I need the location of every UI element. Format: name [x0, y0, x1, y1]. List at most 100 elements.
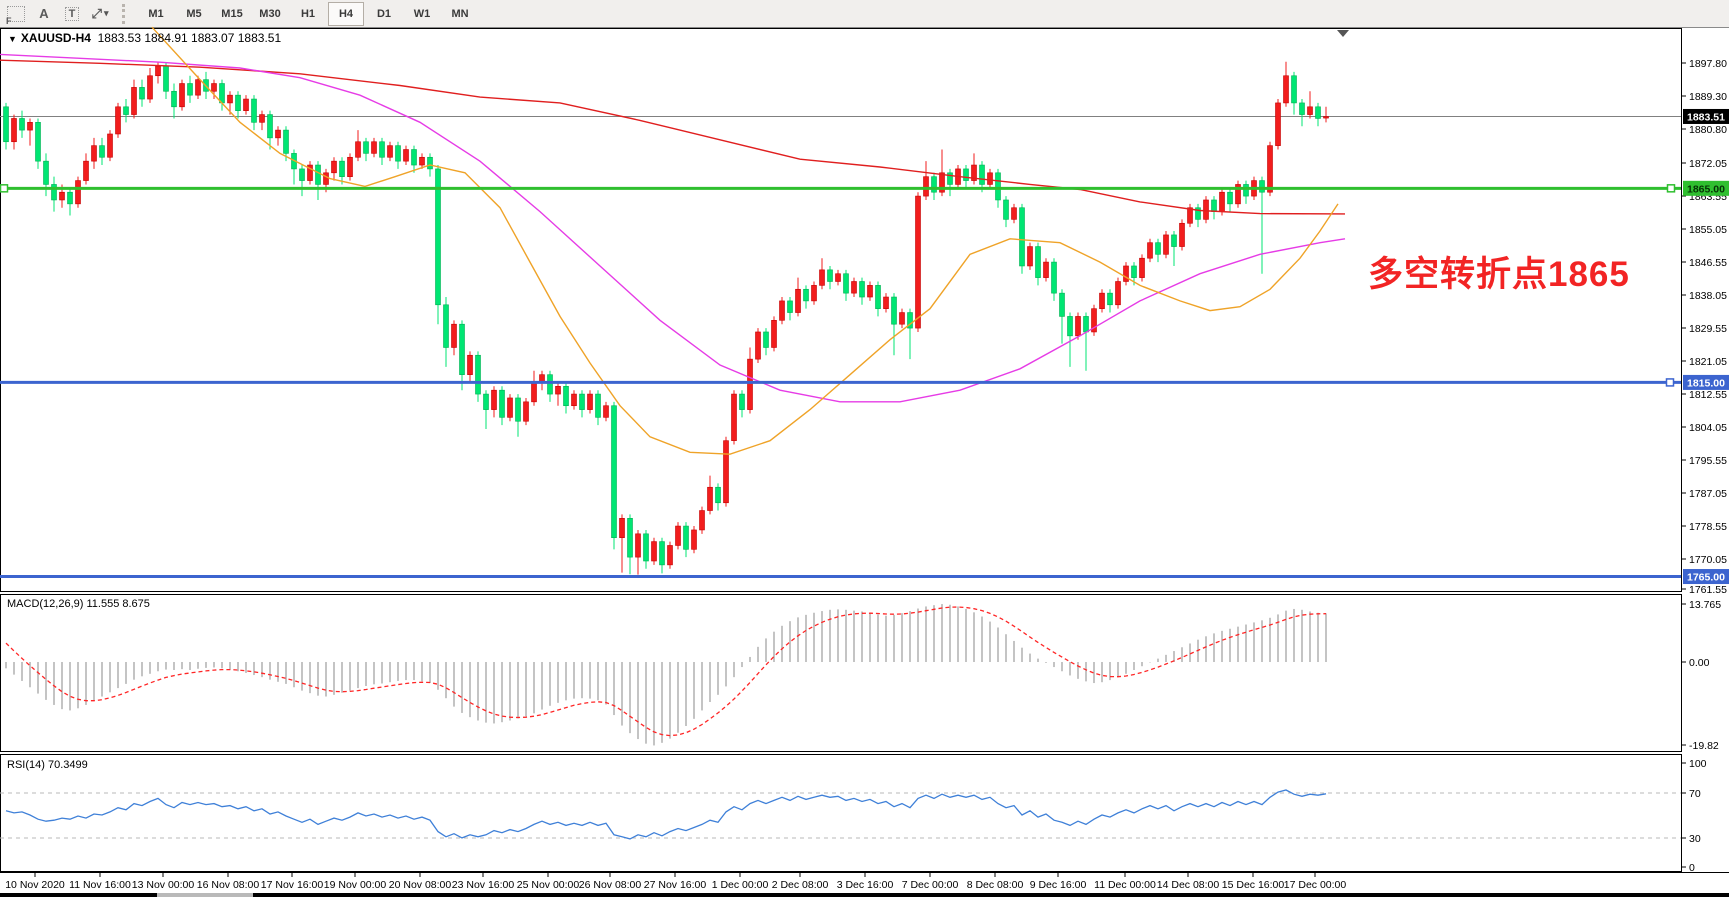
candle: [971, 164, 977, 181]
timeframe-button-W1[interactable]: W1: [413, 7, 431, 20]
candle: [11, 118, 17, 143]
timeframe-button-M30[interactable]: M30: [259, 7, 281, 20]
rsi-value: 70.3499: [47, 759, 88, 771]
date-tick-label: 19 Nov 00:00: [324, 879, 387, 891]
price-tick-label: 1889.30: [1689, 91, 1727, 103]
candle: [107, 133, 113, 158]
rsi-line: [5, 789, 1327, 840]
candle: [867, 285, 873, 298]
candle: [187, 83, 193, 96]
candle: [371, 141, 377, 154]
date-tick-label: 25 Nov 00:00: [517, 879, 580, 891]
macd-name: MACD(12,26,9): [7, 598, 84, 610]
candle: [99, 145, 105, 158]
candle: [731, 393, 737, 441]
candle: [1163, 234, 1169, 255]
timeframe-button-D1[interactable]: D1: [376, 7, 392, 20]
candle: [795, 288, 801, 313]
candle: [1123, 265, 1129, 282]
macd-tick-label: -19.82: [1689, 740, 1719, 752]
chart-shift-marker-icon[interactable]: [1337, 30, 1349, 37]
text-label-icon[interactable]: T: [60, 3, 84, 25]
candle: [1083, 316, 1089, 333]
price-tick-label: 1846.55: [1689, 257, 1727, 269]
candle: [259, 114, 265, 123]
candle: [331, 160, 337, 174]
current-price-badge: [1683, 108, 1729, 124]
candle: [491, 389, 497, 410]
level-handle[interactable]: [1665, 378, 1675, 387]
horizontal-scrollbar[interactable]: [0, 893, 1729, 897]
arrows-glyph: ⤢: [91, 5, 102, 21]
candle: [195, 79, 201, 96]
chart-header: ▼ XAUUSD-H4 1883.53 1884.91 1883.07 1883.…: [8, 31, 281, 45]
candle: [1115, 281, 1121, 306]
timeframe-button-H1[interactable]: H1: [300, 7, 316, 20]
toolbar: F A T ⤢ ▾ M1 M5 M15 M30 H1 H4 D1 W1 MN: [0, 0, 1729, 28]
ohlc-values: 1883.53 1884.91 1883.07 1883.51: [97, 31, 282, 45]
candle: [907, 312, 913, 329]
price-tick-label: 1829.55: [1689, 323, 1727, 335]
candle: [1219, 191, 1225, 212]
timeframe-button-H4[interactable]: H4: [328, 1, 364, 26]
candle: [899, 312, 905, 325]
candle: [1043, 261, 1049, 278]
candle: [147, 75, 153, 100]
rsi-pane[interactable]: [0, 754, 1682, 872]
price-tick-label: 1787.05: [1689, 488, 1727, 500]
candle: [219, 83, 225, 104]
ma-mid-magenta: [0, 53, 1346, 403]
timeframe-button-M15[interactable]: M15: [221, 7, 243, 20]
candle: [1291, 75, 1297, 104]
date-tick-label: 17 Dec 00:00: [1284, 879, 1347, 891]
macd-tick-label: 13.765: [1689, 599, 1721, 611]
candle: [979, 164, 985, 185]
text-a-icon[interactable]: A: [32, 3, 56, 25]
candle: [131, 87, 137, 115]
level-handle[interactable]: [1666, 184, 1676, 193]
candle: [819, 269, 825, 286]
candle: [435, 168, 441, 306]
macd-tick-label: 0.00: [1689, 657, 1710, 669]
candle: [755, 331, 761, 360]
candle: [1275, 102, 1281, 146]
price-tick-label: 1872.05: [1689, 158, 1727, 170]
timeframe-button-M5[interactable]: M5: [186, 7, 202, 20]
timeframe-button-group: M1 M5 M15 M30 H1 H4 D1 W1 MN: [137, 1, 479, 26]
date-tick-label: 10 Nov 2020: [5, 879, 65, 891]
price-tick-label: 1897.80: [1689, 58, 1727, 70]
candle: [835, 273, 841, 282]
candle: [563, 386, 569, 407]
main-pane[interactable]: [0, 28, 1682, 592]
candle: [1299, 102, 1305, 115]
level-badge-1765.00: [1683, 569, 1729, 585]
date-tick-label: 8 Dec 08:00: [967, 879, 1024, 891]
candle: [523, 401, 529, 422]
candle: [139, 87, 145, 100]
candle: [915, 195, 921, 329]
level-handle[interactable]: [0, 184, 9, 193]
candle: [1235, 184, 1241, 205]
scrollbar-thumb[interactable]: [157, 893, 253, 897]
candle: [851, 281, 857, 294]
candle: [267, 114, 273, 139]
symbol-menu-arrow-icon[interactable]: ▼: [8, 34, 17, 44]
timeframe-button-M1[interactable]: M1: [148, 7, 164, 20]
candle: [19, 118, 25, 131]
dropdown-caret-icon[interactable]: ▾: [103, 8, 109, 18]
candle: [339, 160, 345, 177]
candle: [603, 405, 609, 418]
candle: [155, 65, 161, 77]
macd-pane[interactable]: [0, 594, 1682, 752]
candle: [507, 397, 513, 418]
timeframe-button-MN[interactable]: MN: [451, 7, 469, 20]
candle: [35, 122, 41, 162]
cursor-arrows-icon[interactable]: ⤢ ▾: [88, 3, 112, 25]
candle: [3, 106, 9, 143]
date-tick-label: 16 Nov 08:00: [197, 879, 260, 891]
chart-grid-f-icon[interactable]: F: [4, 3, 28, 26]
date-tick-label: 9 Dec 16:00: [1030, 879, 1087, 891]
candle: [1107, 292, 1113, 306]
candle: [747, 358, 753, 410]
